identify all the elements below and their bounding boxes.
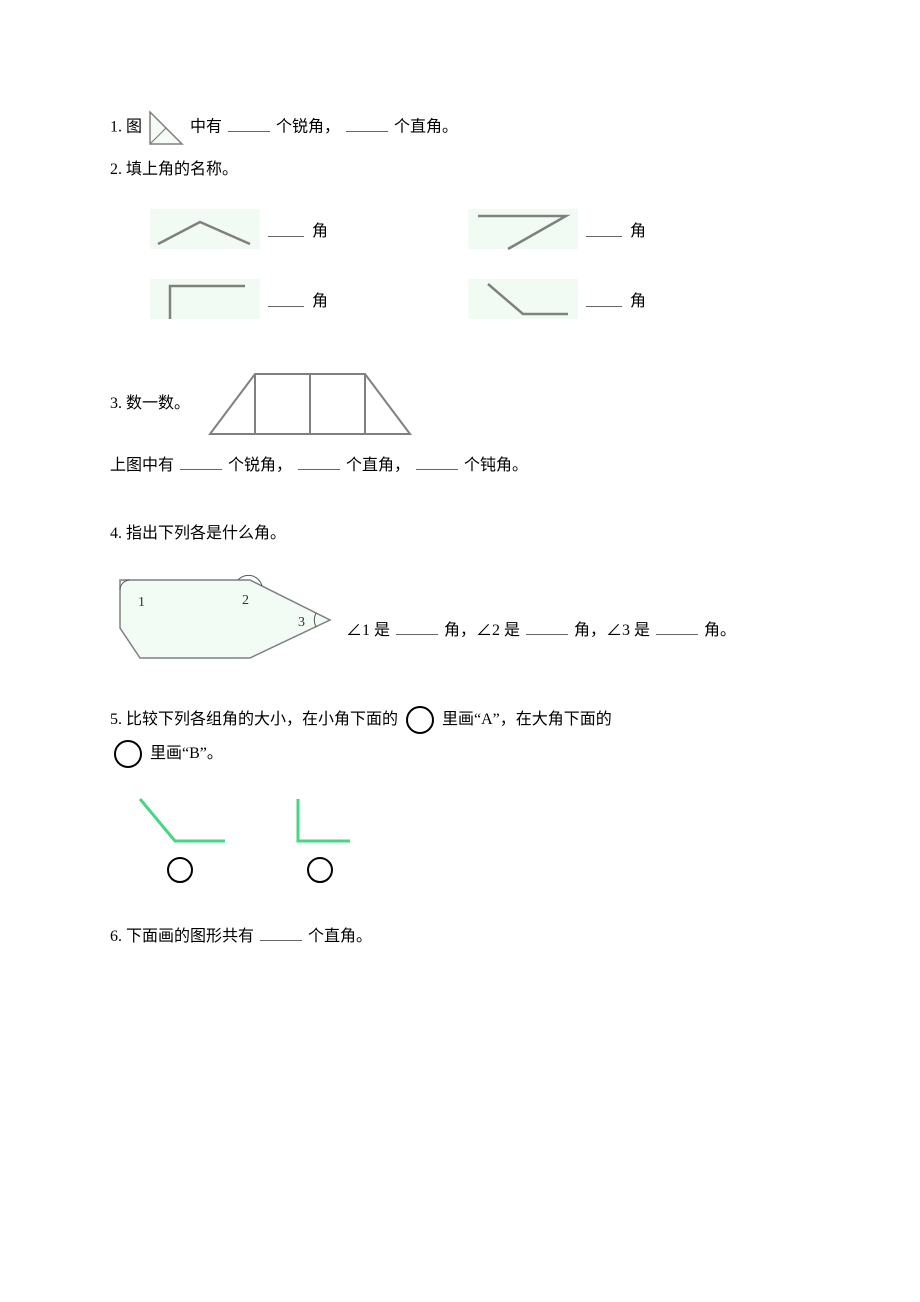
q4-row: 1 2 3 ∠1 是 角，∠2 是 角，∠3 是 角。 xyxy=(110,568,810,663)
q3-header: 3. 数一数。 xyxy=(110,364,810,444)
q5-answer-circle-2[interactable] xyxy=(307,857,333,883)
q2-blank-1[interactable] xyxy=(268,222,304,237)
q4-blank-3[interactable] xyxy=(656,620,698,635)
q1-suffix1: 个锐角， xyxy=(276,119,340,136)
q3-s1: 个锐角， xyxy=(228,457,292,474)
q4-n3: 3 xyxy=(298,615,305,630)
q1-suffix2: 个直角。 xyxy=(394,119,458,136)
q2-angle-3-icon xyxy=(150,274,260,324)
q4-t2: 角，∠2 是 xyxy=(444,622,520,639)
q3-trapezoid-icon xyxy=(200,364,420,444)
q4-t3: 角，∠3 是 xyxy=(574,622,650,639)
q6-line: 6. 下面画的图形共有 个直角。 xyxy=(110,923,810,951)
q3-line: 上图中有 个锐角， 个直角， 个钝角。 xyxy=(110,452,810,480)
q2-blank-2[interactable] xyxy=(586,222,622,237)
q1-blank-1[interactable] xyxy=(228,117,270,132)
q2-item-4: 角 xyxy=(468,274,646,324)
q2-row-1: 角 角 xyxy=(150,204,810,254)
q3-blank-1[interactable] xyxy=(180,455,222,470)
q5-angle-right-icon xyxy=(280,791,360,851)
q5-text-b: 里画“A”，在大角下面的 xyxy=(442,711,612,728)
q3-blank-3[interactable] xyxy=(416,455,458,470)
q3-text: 上图中有 xyxy=(110,457,174,474)
q2-label-3: 角 xyxy=(312,287,328,311)
q4-t1: ∠1 是 xyxy=(346,622,390,639)
q5-inline-circle-1[interactable] xyxy=(406,706,434,734)
q4-shape-icon: 1 2 3 xyxy=(110,568,340,663)
q4-title: 4. 指出下列各是什么角。 xyxy=(110,520,810,548)
q2-item-2: 角 xyxy=(468,204,646,254)
q2-label-1: 角 xyxy=(312,217,328,241)
q4-blank-1[interactable] xyxy=(396,620,438,635)
q2-row-2: 角 角 xyxy=(150,274,810,324)
q2-label-2: 角 xyxy=(630,217,646,241)
q3-prefix: 3. 数一数。 xyxy=(110,390,190,418)
q5-angles-row xyxy=(130,791,810,883)
q6-text-b: 个直角。 xyxy=(308,928,372,945)
q2-blank-4[interactable] xyxy=(586,292,622,307)
q6-blank[interactable] xyxy=(260,926,302,941)
q1-line: 1. 图 中有 个锐角， 个直角。 xyxy=(110,108,810,148)
q4-t4: 角。 xyxy=(704,622,736,639)
q3-s2: 个直角， xyxy=(346,457,410,474)
q2-angle-2-icon xyxy=(468,204,578,254)
q2-angle-1-icon xyxy=(150,204,260,254)
worksheet-page: 1. 图 中有 个锐角， 个直角。 2. 填上角的名称。 角 角 xyxy=(0,0,920,1059)
q4-n1: 1 xyxy=(138,595,145,610)
q5-col-1 xyxy=(130,791,230,883)
q4-blank-2[interactable] xyxy=(526,620,568,635)
q5-angle-left-icon xyxy=(130,791,230,851)
q1-prefix: 1. 图 xyxy=(110,119,142,136)
q5-inline-circle-2[interactable] xyxy=(114,740,142,768)
q1-mid: 中有 xyxy=(190,119,222,136)
q2-angle-4-icon xyxy=(468,274,578,324)
q2-item-3: 角 xyxy=(150,274,328,324)
q2-item-1: 角 xyxy=(150,204,328,254)
q5-col-2 xyxy=(280,791,360,883)
q3-blank-2[interactable] xyxy=(298,455,340,470)
q5-text-c: 里画“B”。 xyxy=(150,745,223,762)
q5-statement: 5. 比较下列各组角的大小，在小角下面的 里画“A”，在大角下面的 里画“B”。 xyxy=(110,703,810,771)
q4-text-wrap: ∠1 是 角，∠2 是 角，∠3 是 角。 xyxy=(346,617,736,663)
q4-n2: 2 xyxy=(242,593,249,608)
q1-blank-2[interactable] xyxy=(346,117,388,132)
q5-text-a: 5. 比较下列各组角的大小，在小角下面的 xyxy=(110,711,398,728)
q1-triangle-icon xyxy=(146,108,186,148)
q2-label-4: 角 xyxy=(630,287,646,311)
q5-answer-circle-1[interactable] xyxy=(167,857,193,883)
q6-text-a: 6. 下面画的图形共有 xyxy=(110,928,254,945)
q2-title: 2. 填上角的名称。 xyxy=(110,156,810,184)
q3-s3: 个钝角。 xyxy=(464,457,528,474)
q2-blank-3[interactable] xyxy=(268,292,304,307)
